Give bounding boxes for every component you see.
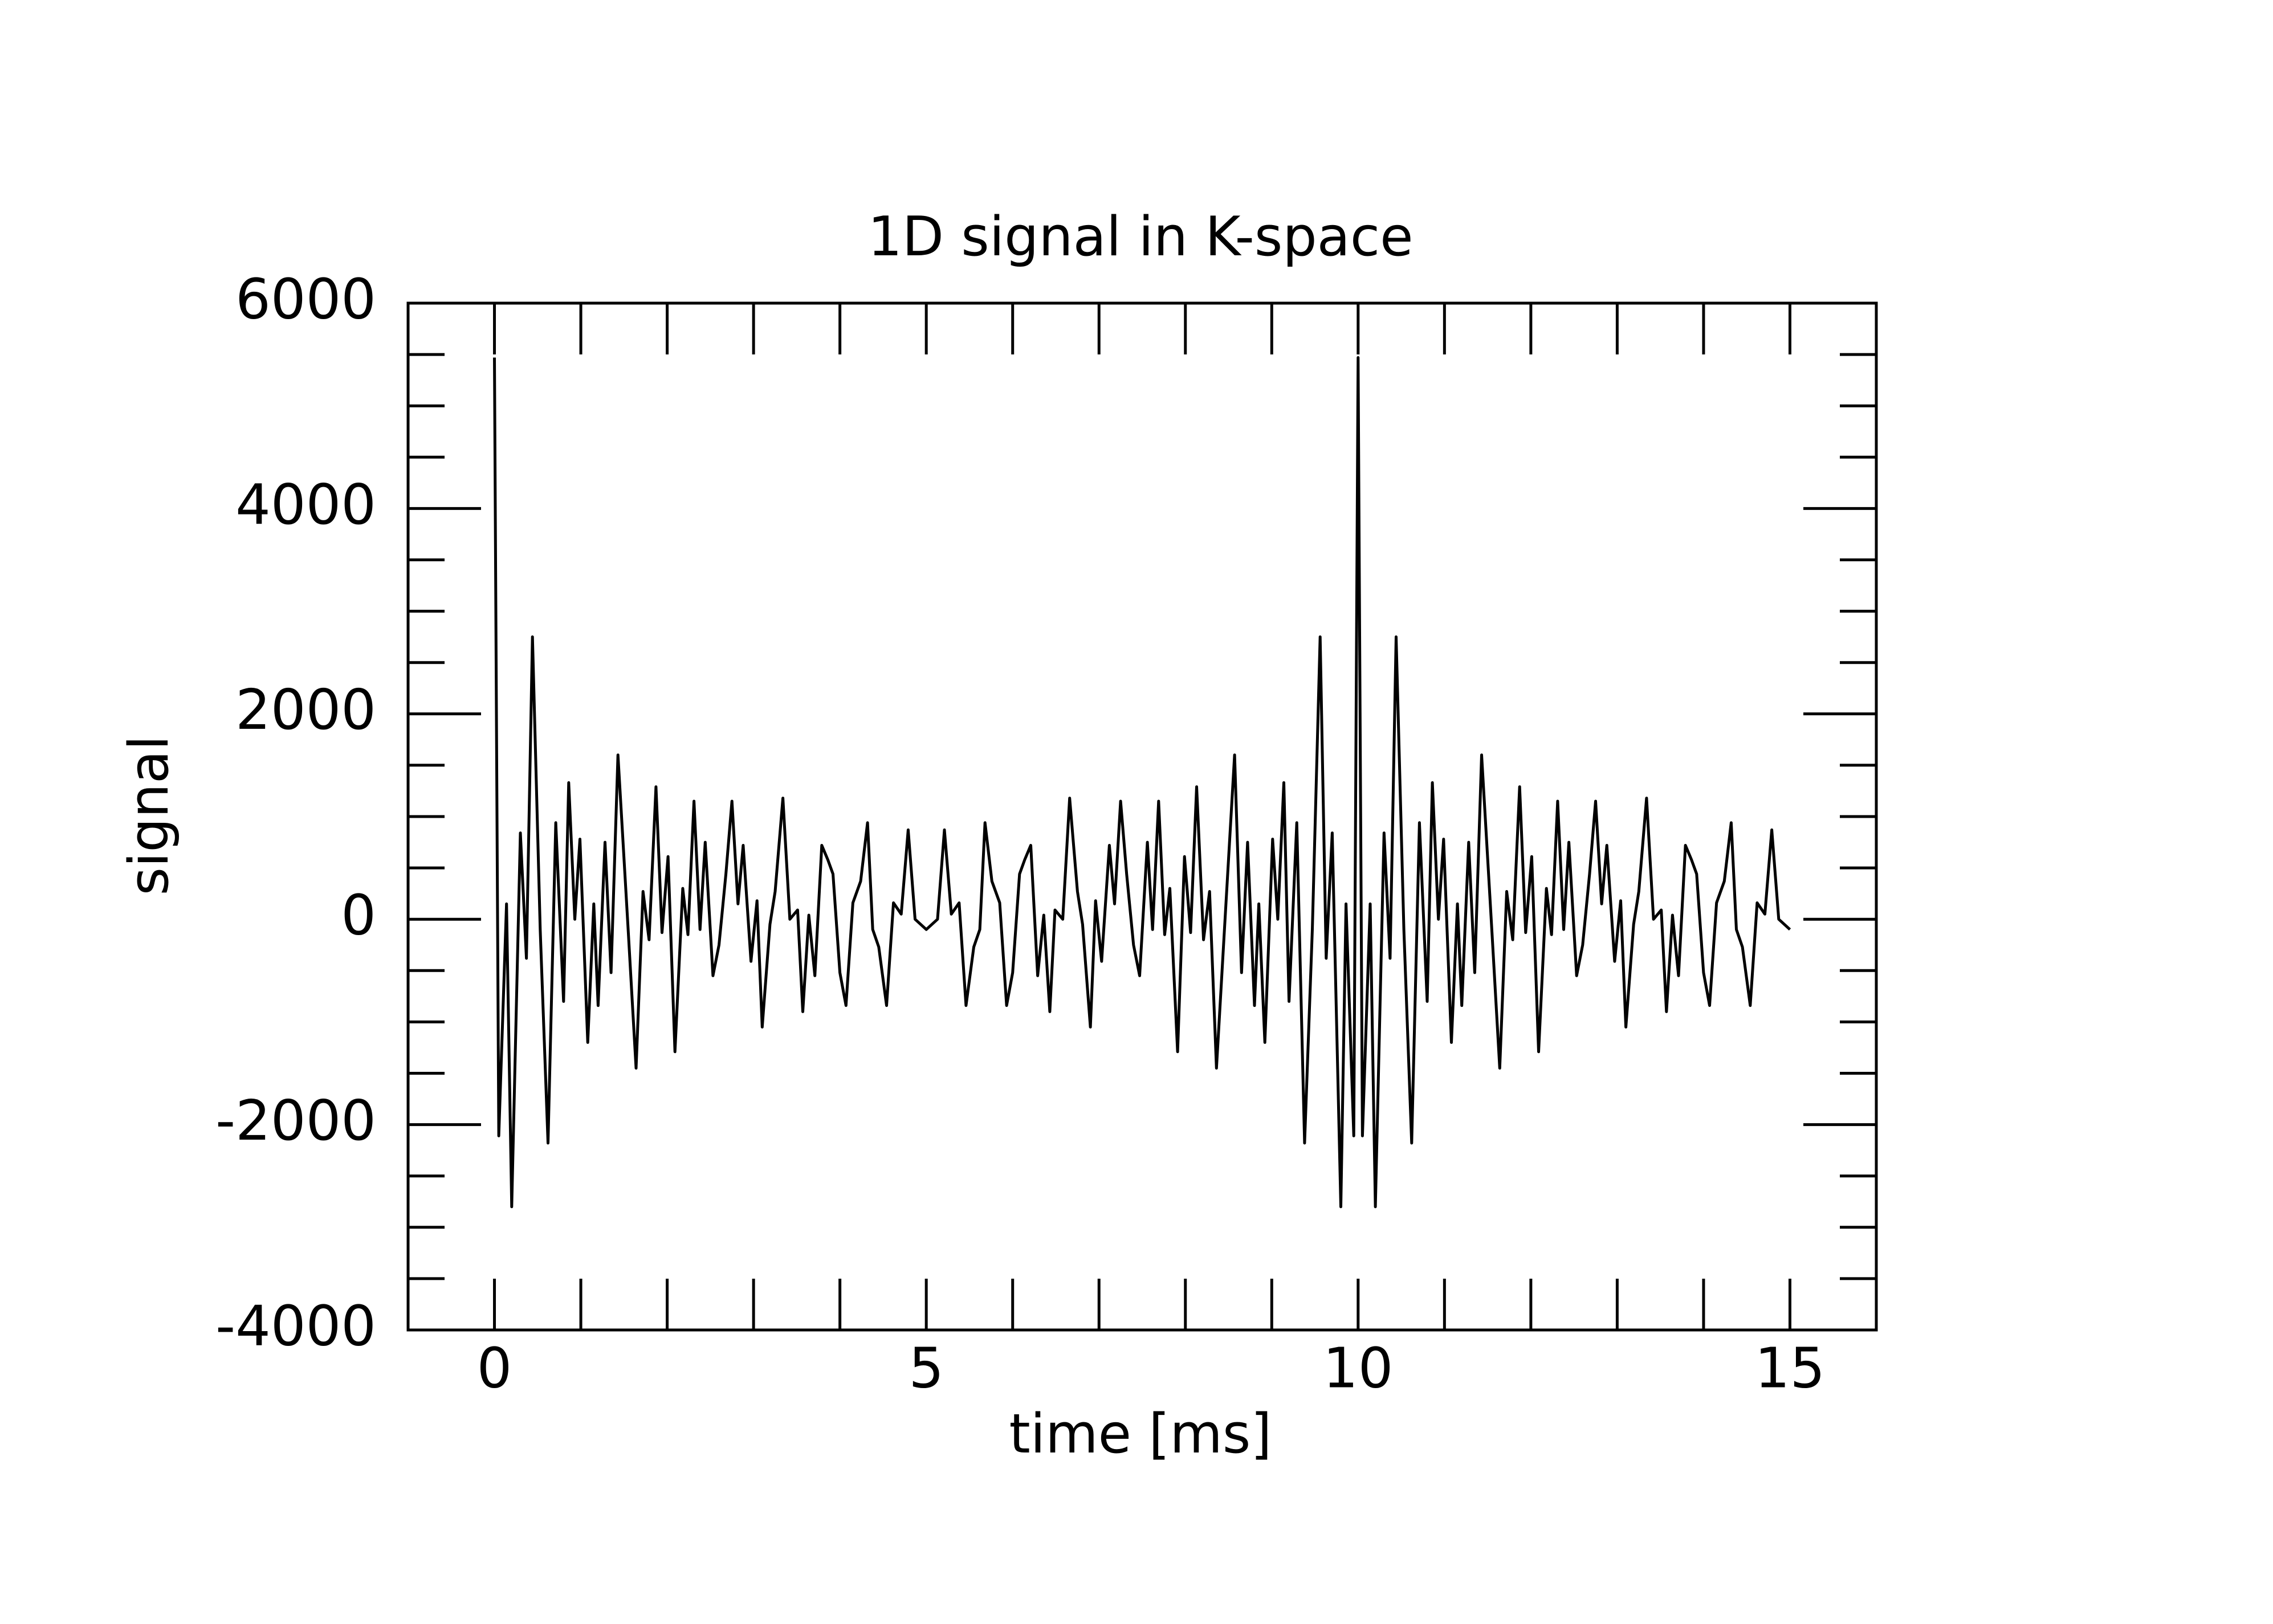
- y-tick-label: 4000: [235, 472, 376, 537]
- signal-line: [493, 356, 1791, 1209]
- chart-title: 1D signal in K-space: [867, 206, 1413, 268]
- y-axis-label: signal: [118, 735, 181, 895]
- x-axis-label: time [ms]: [1009, 1403, 1272, 1466]
- x-tick-label: 0: [477, 1336, 512, 1400]
- y-tick-label: -4000: [215, 1294, 376, 1358]
- x-tick-label: 15: [1755, 1336, 1825, 1400]
- y-tick-label: 2000: [235, 678, 376, 742]
- plot-frame: [406, 301, 1878, 1332]
- x-tick-label: 10: [1323, 1336, 1393, 1400]
- y-tick-label: -2000: [215, 1088, 376, 1153]
- y-tick-label: 0: [341, 883, 376, 948]
- x-tick-label: 5: [909, 1336, 944, 1400]
- y-tick-label: 6000: [235, 267, 376, 331]
